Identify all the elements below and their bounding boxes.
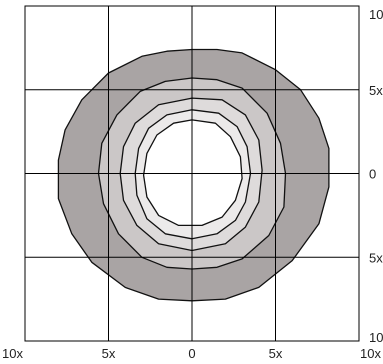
grid-layer <box>25 6 359 341</box>
plot-frame <box>24 5 360 342</box>
x-tick-label: 5x <box>269 346 283 361</box>
y-tick-label: 5x <box>369 83 383 98</box>
y-tick-label: 0 <box>369 167 376 182</box>
x-tick-label: 5x <box>102 346 116 361</box>
x-tick-label: 0 <box>188 346 195 361</box>
contour-level-5 <box>142 119 243 227</box>
x-tick-label: 10x <box>2 346 23 361</box>
x-tick-label: 10x <box>360 346 381 361</box>
y-tick-label: 5x <box>369 250 383 265</box>
y-tick-label: 10 <box>369 330 383 345</box>
y-tick-label: 10 <box>369 7 383 22</box>
contour-layer <box>57 48 330 302</box>
